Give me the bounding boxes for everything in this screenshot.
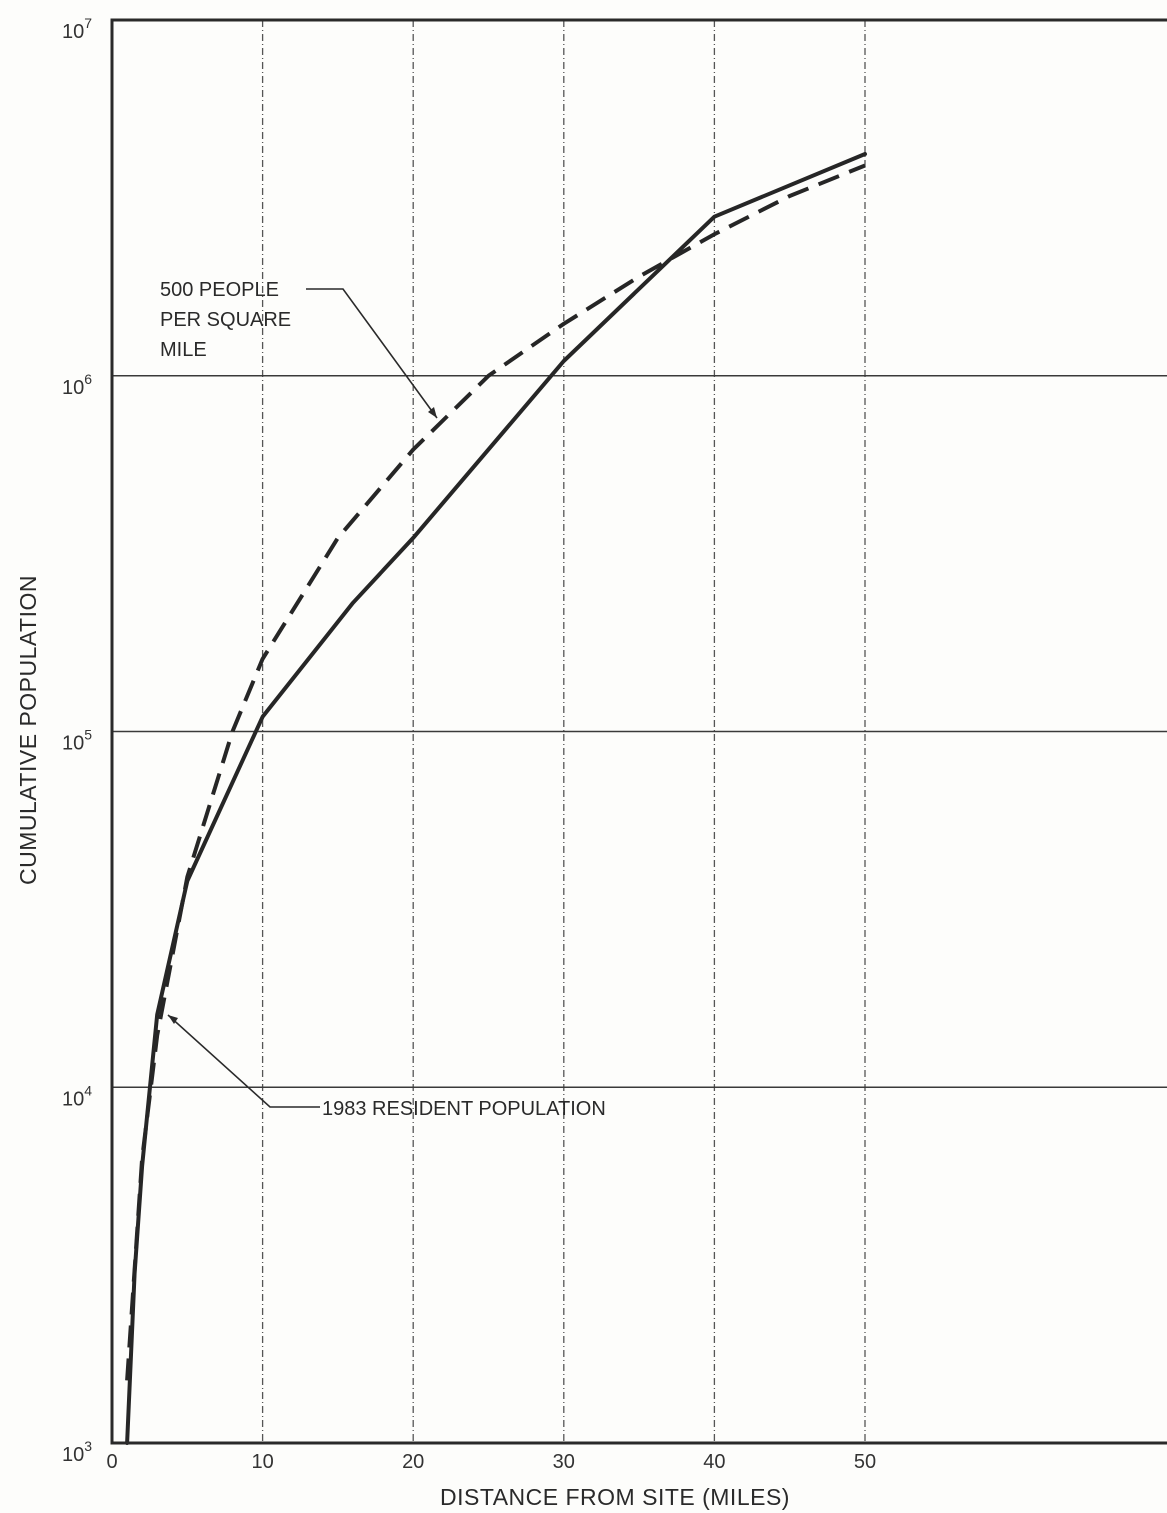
x-tick-label-40: 40 <box>703 1451 725 1473</box>
series-line-resident <box>125 152 867 1445</box>
series-line-density <box>125 163 866 1381</box>
x-tick-label-10: 10 <box>251 1451 273 1473</box>
y-tick-label-1e4: 104 <box>62 1082 92 1110</box>
y-tick-label-1e5: 105 <box>62 727 92 755</box>
x-tick-label-20: 20 <box>402 1451 424 1473</box>
y-tick-label-1e7: 107 <box>62 15 92 43</box>
annotation-resident: 1983 RESIDENT POPULATION <box>167 1014 606 1120</box>
annotation-density: 500 PEOPLE PER SQUARE MILE <box>160 279 438 419</box>
x-axis-label: DISTANCE FROM SITE (MILES) <box>440 1484 790 1510</box>
annotation-density-line-3: MILE <box>160 339 207 361</box>
grid-lines <box>112 20 1167 1443</box>
x-tick-label-50: 50 <box>854 1451 876 1473</box>
annotation-resident-arrowhead <box>168 1015 178 1024</box>
annotation-density-leader <box>306 288 438 419</box>
annotation-resident-leader <box>167 1014 320 1108</box>
annotation-density-line-1: 500 PEOPLE <box>160 279 279 301</box>
annotation-density-arrowhead <box>428 407 437 418</box>
plot-frame <box>110 18 1167 1445</box>
series-lines <box>125 152 867 1445</box>
annotation-density-line-2: PER SQUARE <box>160 309 291 331</box>
y-tick-label-1e3: 103 <box>62 1438 92 1466</box>
annotation-resident-label: 1983 RESIDENT POPULATION <box>322 1098 606 1120</box>
tick-labels: 0 10 20 30 40 50 103 104 105 106 107 <box>62 15 876 1473</box>
y-tick-label-1e6: 106 <box>62 371 92 399</box>
y-axis-label: CUMULATIVE POPULATION <box>15 575 41 885</box>
x-tick-label-0: 0 <box>106 1451 117 1473</box>
x-tick-label-30: 30 <box>553 1451 575 1473</box>
